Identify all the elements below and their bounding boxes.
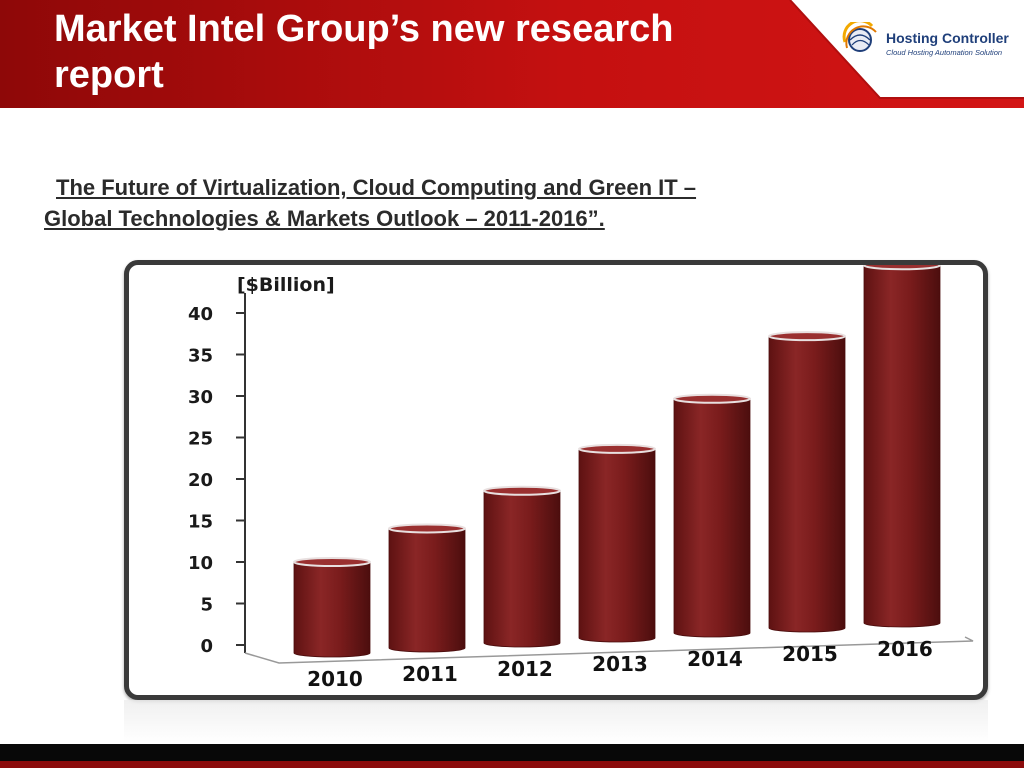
bar-top bbox=[483, 485, 561, 496]
bar-2014 bbox=[673, 393, 751, 638]
bar-body bbox=[293, 561, 371, 658]
logo-name: Hosting Controller bbox=[886, 30, 1009, 46]
y-tick-label: 25 bbox=[188, 429, 213, 450]
chart-frame: [$Billion] 0 5 10 15 20 25 30 35 40 2010 2011 2012 20… bbox=[124, 260, 988, 700]
bar-body bbox=[768, 335, 846, 633]
bar-body bbox=[483, 490, 561, 648]
bar-top bbox=[388, 523, 466, 534]
header-banner: Market Intel Group’s new research report… bbox=[0, 0, 1024, 108]
footer-accent-stripe bbox=[0, 761, 1024, 768]
report-title-line-1: The Future of Virtualization, Cloud Comp… bbox=[56, 175, 697, 200]
y-tick-label: 10 bbox=[188, 553, 213, 574]
x-tick-label-2014: 2014 bbox=[687, 647, 743, 671]
bar-body bbox=[578, 448, 656, 643]
banner-background bbox=[0, 0, 1024, 108]
y-tick-label: 40 bbox=[188, 304, 213, 325]
hosting-controller-logo: Hosting Controller Cloud Hosting Automat… bbox=[842, 22, 1020, 66]
x-tick-label-2016: 2016 bbox=[877, 637, 933, 661]
bar-2015 bbox=[768, 331, 846, 633]
report-title-line-2: Global Technologies & Markets Outlook – … bbox=[44, 206, 588, 231]
bar-2011 bbox=[388, 523, 466, 653]
bar-top bbox=[578, 443, 656, 454]
bar-body bbox=[388, 528, 466, 653]
logo-tagline: Cloud Hosting Automation Solution bbox=[886, 48, 1003, 57]
bar-top bbox=[293, 557, 371, 567]
x-tick-label-2010: 2010 bbox=[307, 667, 363, 691]
bar-chart: [$Billion] 0 5 10 15 20 25 30 35 40 2010 2011 2012 20… bbox=[188, 265, 974, 691]
bar-top bbox=[768, 331, 846, 342]
page-title: Market Intel Group’s new research report bbox=[54, 8, 674, 96]
y-tick-label: 30 bbox=[188, 387, 213, 408]
y-tick-label: 0 bbox=[200, 636, 213, 657]
bar-top bbox=[863, 265, 941, 271]
y-axis-title: [$Billion] bbox=[237, 274, 335, 296]
bar-2013 bbox=[578, 443, 656, 643]
y-tick-label: 5 bbox=[200, 595, 213, 616]
report-title-closing: ”. bbox=[587, 206, 605, 231]
bar-2010 bbox=[293, 557, 371, 658]
chart-floor bbox=[244, 636, 974, 664]
bar-body bbox=[863, 265, 941, 628]
globe-arc-icon bbox=[842, 22, 877, 52]
x-tick-label-2015: 2015 bbox=[782, 642, 838, 666]
y-tick-label: 20 bbox=[188, 470, 213, 491]
x-tick-label-2013: 2013 bbox=[592, 652, 648, 676]
bar-body bbox=[673, 398, 751, 638]
x-tick-label-2011: 2011 bbox=[402, 662, 458, 686]
chart-reflection bbox=[124, 700, 988, 742]
x-tick-label-2012: 2012 bbox=[497, 657, 553, 681]
report-title[interactable]: The Future of Virtualization, Cloud Comp… bbox=[44, 172, 924, 234]
bar-2016 bbox=[863, 265, 941, 628]
y-tick-label: 15 bbox=[188, 512, 213, 533]
bar-top bbox=[673, 393, 751, 404]
bar-2012 bbox=[483, 485, 561, 648]
y-tick-label: 35 bbox=[188, 346, 213, 367]
